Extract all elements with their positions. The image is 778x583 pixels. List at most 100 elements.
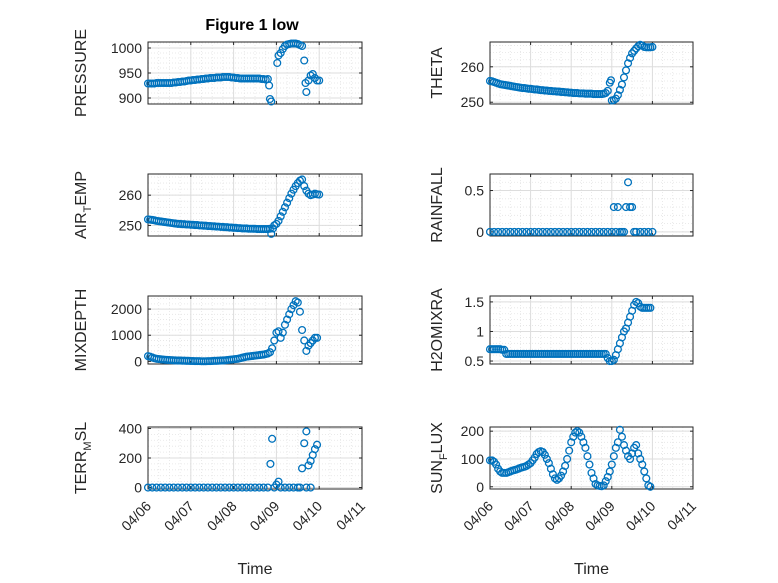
data-point	[310, 445, 319, 454]
data-point	[502, 227, 511, 236]
data-point	[640, 227, 649, 236]
data-point	[268, 434, 277, 443]
data-point	[561, 461, 570, 470]
data-point	[591, 227, 600, 236]
subplot-row2-left: 250 260 AIRTEMP	[73, 171, 363, 239]
y-tick-label: 1.5	[465, 294, 485, 310]
data-point	[143, 483, 153, 492]
data-point	[630, 46, 639, 55]
data-point	[300, 439, 309, 448]
data-point	[266, 459, 275, 468]
data-point	[581, 443, 590, 452]
data-point	[156, 483, 165, 492]
data-point	[276, 48, 285, 58]
data-point	[270, 221, 279, 230]
data-point	[546, 227, 555, 236]
data-point	[298, 464, 307, 473]
data-point	[304, 461, 313, 470]
y-tick-label: 0	[134, 353, 142, 369]
data-point	[609, 96, 618, 105]
data-point	[522, 227, 531, 236]
y-tick-label: 260	[119, 187, 143, 203]
data-point	[613, 203, 622, 212]
data-point	[601, 88, 610, 98]
data-point	[246, 483, 255, 492]
data-point	[648, 227, 657, 236]
y-axis-label: AIRTEMP	[73, 171, 94, 239]
data-point	[265, 81, 274, 90]
y-tick-label: 1000	[111, 327, 142, 343]
data-point	[621, 203, 631, 212]
y-tick-label: 250	[119, 217, 143, 233]
data-point	[542, 454, 551, 464]
data-point	[646, 303, 655, 312]
data-point	[613, 91, 622, 100]
data-point	[487, 456, 497, 465]
data-point	[216, 483, 225, 492]
axes-box	[489, 295, 694, 365]
data-point	[636, 227, 645, 236]
data-point	[617, 80, 626, 89]
y-tick-label: 0.5	[465, 353, 485, 369]
data-point	[642, 474, 651, 483]
y-tick-label: 950	[119, 65, 143, 81]
data-point	[559, 227, 568, 236]
data-point	[510, 227, 519, 236]
y-axis-label: SUNFLUX	[429, 422, 450, 494]
data-point	[274, 216, 283, 225]
data-point	[619, 73, 629, 82]
data-point	[615, 85, 624, 94]
data-point	[302, 346, 311, 355]
data-point	[267, 229, 276, 238]
data-point	[534, 227, 543, 236]
data-point	[607, 460, 616, 469]
data-point	[280, 203, 290, 212]
data-point	[524, 460, 533, 469]
data-point	[267, 97, 276, 106]
data-point	[575, 227, 584, 236]
data-point	[632, 441, 641, 450]
data-point	[280, 320, 290, 329]
y-axis-label: H2OMIXRA	[429, 288, 446, 372]
data-point	[583, 452, 592, 461]
data-point	[640, 467, 649, 476]
data-point	[278, 328, 287, 337]
data-point	[634, 42, 643, 51]
data-point	[556, 471, 566, 480]
data-point	[255, 483, 264, 492]
data-point	[302, 483, 311, 492]
data-point	[644, 227, 653, 236]
data-point	[563, 454, 572, 464]
subplot-row2-right: 0 0.5 RAINFALL	[429, 167, 694, 243]
data-point	[259, 483, 268, 492]
y-tick-label: 250	[461, 94, 485, 110]
data-point	[500, 345, 509, 354]
data-point	[530, 227, 539, 236]
data-point	[315, 76, 324, 85]
y-tick-label: 900	[119, 90, 143, 106]
data-point	[540, 450, 549, 459]
data-point	[161, 483, 170, 492]
data-point	[212, 483, 221, 492]
y-tick-label: 400	[119, 420, 143, 436]
data-point	[199, 483, 208, 492]
data-point	[302, 87, 311, 97]
data-point	[573, 427, 582, 436]
figure-title: Figure 1 low	[205, 17, 299, 34]
data-point	[285, 194, 294, 203]
data-point	[621, 66, 631, 75]
y-tick-label: 100	[461, 451, 485, 467]
data-point	[310, 73, 319, 83]
data-point	[526, 227, 535, 236]
data-point	[285, 483, 294, 492]
data-point	[186, 483, 195, 492]
y-tick-label: 200	[461, 423, 485, 439]
data-point	[646, 482, 655, 491]
data-point	[268, 344, 277, 353]
data-point	[229, 483, 238, 492]
data-point	[552, 475, 562, 484]
data-point	[606, 76, 616, 85]
data-point	[585, 460, 594, 469]
data-point	[233, 483, 242, 492]
data-point	[567, 227, 576, 236]
